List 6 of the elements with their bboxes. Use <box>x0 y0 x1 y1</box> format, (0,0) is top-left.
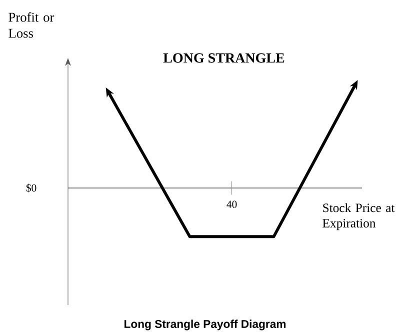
text: Long Strangle Payoff Diagram <box>124 320 286 330</box>
y-axis-title: Profit or Loss <box>8 12 54 38</box>
annotation: 40 <box>226 200 237 208</box>
text: $0 <box>26 184 36 192</box>
x-axis-title: Stock Price at Expiration <box>322 203 395 230</box>
chart-title: LONG STRANGLE <box>163 53 284 63</box>
